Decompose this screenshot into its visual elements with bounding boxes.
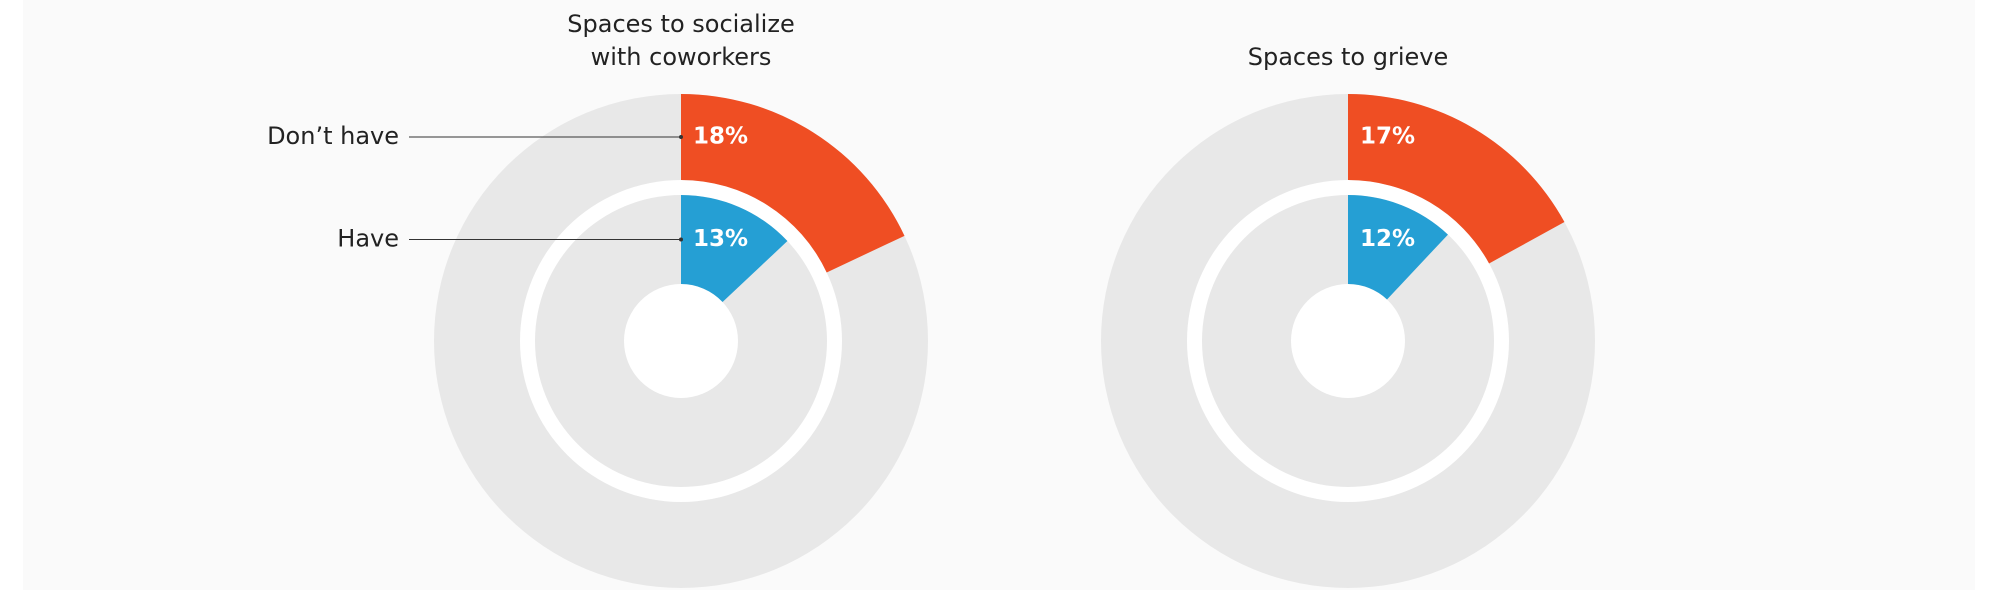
- wedge: [681, 195, 788, 302]
- chart-title: Spaces to socialize with coworkers: [567, 10, 795, 71]
- chart-title: Spaces to grieve: [1247, 43, 1449, 71]
- hole: [624, 284, 738, 398]
- legend-label: Have: [337, 225, 399, 253]
- wedge: [1348, 94, 1565, 264]
- leader-dot: [679, 237, 683, 242]
- data-label: 12%: [1360, 226, 1415, 252]
- leader-dot: [679, 135, 683, 139]
- wedge: [1348, 195, 1448, 300]
- data-label: 18%: [693, 124, 748, 150]
- wedge: [681, 94, 905, 273]
- data-label: 13%: [693, 226, 748, 252]
- panel: [23, 0, 1975, 590]
- hole: [1291, 284, 1405, 398]
- data-label: 17%: [1360, 124, 1415, 150]
- legend-label: Don’t have: [267, 122, 399, 150]
